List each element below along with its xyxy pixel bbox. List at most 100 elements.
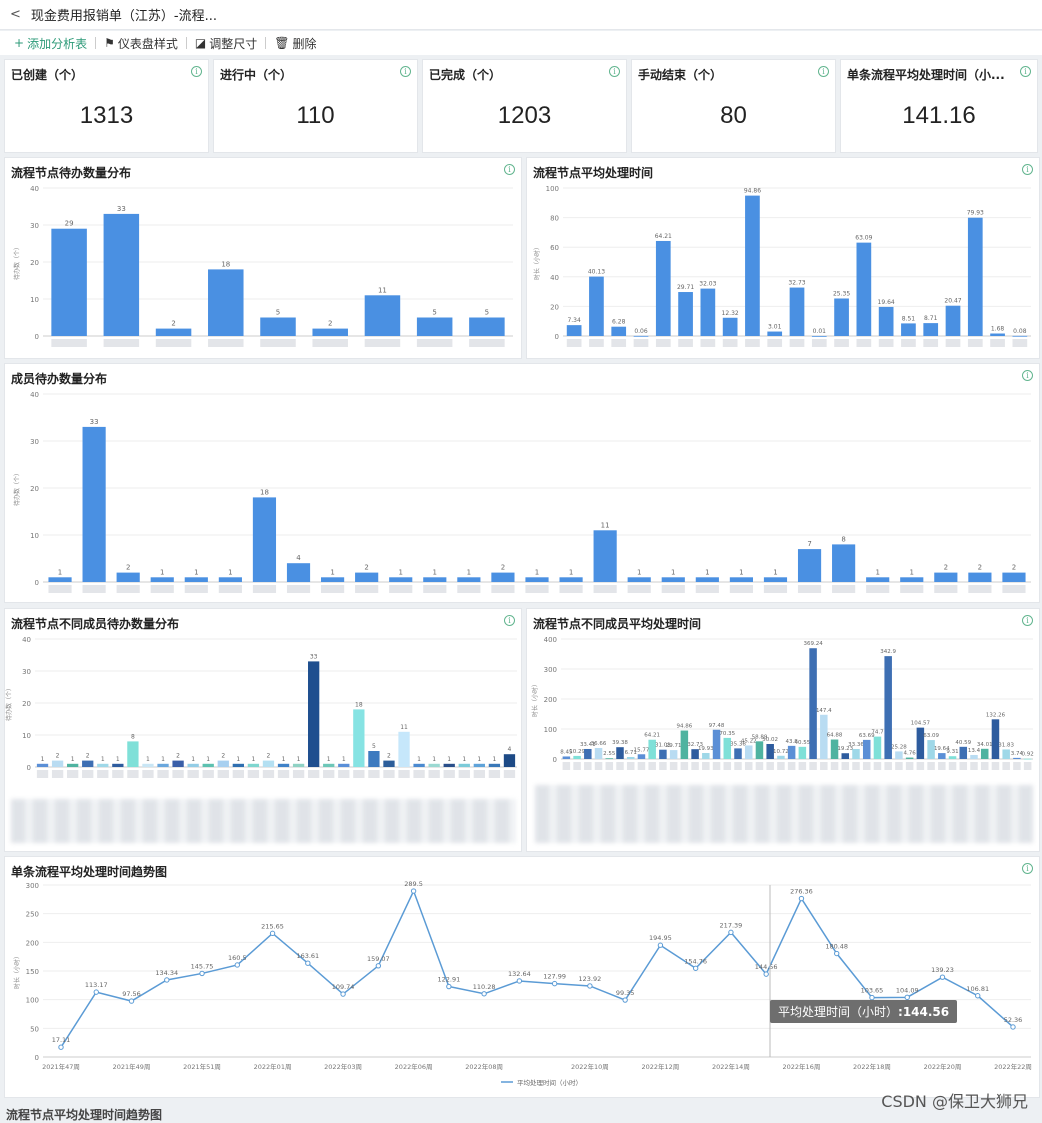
blurred-x-tick	[701, 339, 716, 347]
blurred-x-tick	[368, 770, 379, 778]
bar	[260, 318, 296, 337]
bar-data-label: 18	[355, 701, 363, 708]
blurred-x-tick	[567, 339, 582, 347]
bar	[83, 427, 106, 582]
bar-data-label: 2	[86, 753, 90, 760]
bar	[312, 329, 348, 336]
bar-data-label: 64.21	[644, 733, 660, 739]
blurred-x-tick	[691, 762, 699, 770]
info-icon[interactable]: i	[818, 66, 829, 77]
bar	[584, 749, 592, 759]
info-icon[interactable]: i	[1020, 66, 1031, 77]
blurred-legend	[11, 799, 516, 843]
bar	[172, 761, 183, 767]
bar-data-label: 3.01	[768, 324, 782, 331]
dashboard-style-label: 仪表盘样式	[118, 35, 178, 52]
bar-data-label: 1	[671, 568, 675, 576]
data-point	[764, 972, 768, 976]
blurred-x-tick	[960, 762, 968, 770]
point-data-label: 144.56	[755, 963, 778, 971]
add-analysis-button[interactable]: +添加分析表	[14, 35, 87, 52]
y-tick-label: 0	[35, 1054, 39, 1062]
kpi-completed[interactable]: 已完成（个） i 1203	[422, 59, 627, 153]
y-tick-label: 40	[30, 391, 39, 399]
blurred-x-tick	[1013, 762, 1021, 770]
bar-data-label: 1	[160, 568, 164, 576]
blurred-x-tick	[52, 770, 63, 778]
info-icon[interactable]: i	[191, 66, 202, 77]
bar-data-label: 2	[56, 753, 60, 760]
bar-data-label: 1	[637, 568, 641, 576]
point-data-label: 276.36	[790, 888, 813, 896]
y-tick-label: 30	[22, 668, 31, 676]
kpi-in-progress[interactable]: 进行中（个） i 110	[213, 59, 418, 153]
blurred-x-tick	[968, 339, 983, 347]
blurred-x-tick	[208, 339, 244, 347]
blurred-x-tick	[172, 770, 183, 778]
blurred-x-tick	[834, 339, 849, 347]
bar	[52, 761, 63, 767]
bar	[413, 764, 424, 767]
blurred-x-tick	[927, 762, 935, 770]
bar-data-label: 40.13	[588, 269, 605, 276]
bar	[949, 756, 957, 759]
bar-data-label: 1	[739, 568, 743, 576]
y-tick-label: 250	[26, 911, 39, 919]
data-point	[59, 1045, 63, 1049]
bar	[1024, 759, 1032, 760]
y-tick-label: 40	[22, 636, 31, 644]
bar	[203, 764, 214, 767]
kpi-value: 1203	[423, 102, 626, 130]
bar-data-label: 342.9	[880, 649, 896, 655]
bar-data-label: 63.09	[923, 733, 939, 739]
kpi-value: 110	[214, 102, 417, 130]
blurred-x-tick	[990, 339, 1005, 347]
delete-button[interactable]: 🗑删除	[274, 35, 316, 52]
blurred-x-tick	[696, 585, 719, 593]
blurred-x-tick	[992, 762, 1000, 770]
kpi-manual-end[interactable]: 手动结束（个） i 80	[631, 59, 836, 153]
kpi-label: 手动结束（个）	[638, 66, 722, 83]
blurred-x-tick	[842, 762, 850, 770]
bar-data-label: 94.86	[744, 188, 761, 195]
bar	[117, 573, 140, 582]
point-data-label: 123.92	[579, 975, 602, 983]
y-tick-label: 0	[35, 333, 39, 341]
dashboard-style-button[interactable]: ⚑仪表盘样式	[104, 35, 178, 52]
blurred-x-tick	[790, 339, 805, 347]
bar	[559, 577, 582, 582]
bar-data-label: 63.09	[855, 235, 872, 242]
bar-data-label: 64.21	[655, 233, 672, 240]
blurred-x-tick	[97, 770, 108, 778]
blurred-x-tick	[104, 339, 140, 347]
kpi-created[interactable]: 已创建（个） i 1313	[4, 59, 209, 153]
chart-svg: 020406080100时长（小时）7.3440.136.280.0664.21…	[527, 158, 1041, 360]
bar-data-label: 1	[462, 756, 466, 763]
bar-data-label: 1	[447, 756, 451, 763]
point-data-label: 17.11	[52, 1036, 71, 1044]
point-data-label: 163.61	[296, 952, 319, 960]
blurred-x-tick	[1002, 762, 1010, 770]
kpi-avg-time[interactable]: 单条流程平均处理时间（小... i 141.16	[840, 59, 1038, 153]
bar	[946, 306, 961, 336]
blurred-x-tick	[923, 339, 938, 347]
bar-data-label: 2	[328, 320, 332, 328]
bar	[97, 764, 108, 767]
bar	[157, 764, 168, 767]
blurred-x-tick	[901, 339, 916, 347]
bar-data-label: 1	[330, 568, 334, 576]
bar-data-label: 1	[191, 756, 195, 763]
bar	[287, 563, 310, 582]
blurred-x-tick	[656, 339, 671, 347]
info-icon[interactable]: i	[609, 66, 620, 77]
blurred-x-tick	[559, 585, 582, 593]
info-icon[interactable]: i	[400, 66, 411, 77]
y-tick-label: 20	[30, 259, 39, 267]
bar	[745, 196, 760, 336]
blurred-x-tick	[799, 762, 807, 770]
resize-button[interactable]: ◪调整尺寸	[195, 35, 257, 52]
back-icon[interactable]: <	[10, 7, 21, 22]
chart-tooltip: 平均处理时间（小时）:144.56	[770, 1000, 957, 1023]
